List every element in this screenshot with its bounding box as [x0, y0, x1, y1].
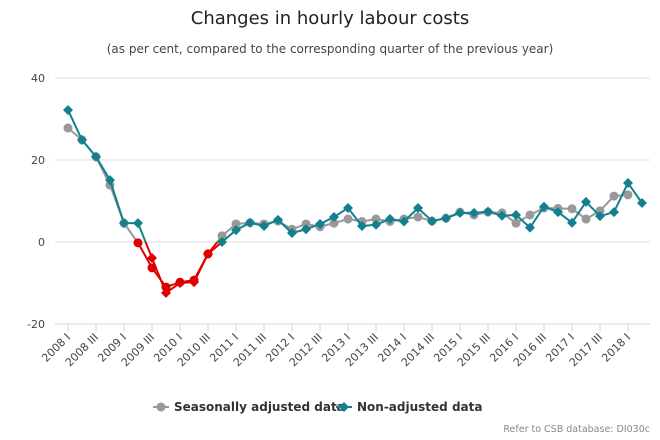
- y-tick-label: 0: [38, 236, 45, 249]
- data-point: [623, 177, 633, 188]
- chart-title: Changes in hourly labour costs: [190, 8, 470, 29]
- data-point: [609, 207, 619, 218]
- y-tick-label: -20: [27, 318, 45, 331]
- data-point: [77, 134, 87, 145]
- data-point: [161, 287, 171, 298]
- data-point: [623, 190, 633, 200]
- data-point: [553, 207, 563, 218]
- series-line-negative: [144, 242, 224, 295]
- data-point: [413, 202, 423, 213]
- data-point: [385, 214, 395, 225]
- data-point: [483, 206, 493, 217]
- data-point: [231, 225, 241, 236]
- data-point: [133, 238, 143, 248]
- data-point: [399, 216, 409, 227]
- data-point: [441, 213, 451, 224]
- data-point: [539, 201, 549, 212]
- data-point: [156, 402, 166, 412]
- data-point: [609, 191, 619, 201]
- data-point: [105, 175, 115, 186]
- data-point: [301, 224, 311, 235]
- legend-label: Seasonally adjusted data: [174, 400, 345, 414]
- legend-label: Non-adjusted data: [357, 400, 482, 414]
- data-point: [315, 218, 325, 229]
- data-point: [595, 211, 605, 222]
- data-point: [91, 151, 101, 162]
- data-point: [371, 214, 381, 224]
- data-point: [511, 218, 521, 228]
- legend-item[interactable]: Non-adjusted data: [336, 400, 482, 414]
- data-point: [567, 217, 577, 228]
- data-point: [273, 214, 283, 225]
- credit-link[interactable]: Refer to CSB database: DI030c: [503, 424, 650, 435]
- data-point: [63, 104, 73, 115]
- x-tick-label: 2018 I: [599, 331, 633, 365]
- data-point: [511, 209, 521, 220]
- data-point: [357, 221, 367, 232]
- data-point: [567, 204, 577, 214]
- data-point: [287, 227, 297, 238]
- data-point: [189, 277, 199, 288]
- data-point: [455, 207, 465, 218]
- data-point: [525, 210, 535, 220]
- data-point: [119, 218, 129, 229]
- data-point: [301, 219, 311, 229]
- data-point: [371, 219, 381, 230]
- data-point: [469, 207, 479, 218]
- data-point: [217, 231, 227, 241]
- data-point: [525, 222, 535, 233]
- data-point: [497, 210, 507, 221]
- series-non-adjusted: [63, 104, 647, 298]
- data-point: [329, 218, 339, 228]
- data-point: [259, 221, 269, 232]
- data-point: [329, 211, 339, 222]
- data-point: [637, 198, 647, 209]
- data-point: [175, 278, 185, 288]
- data-point: [581, 214, 591, 224]
- data-point: [63, 123, 73, 133]
- data-point: [581, 196, 591, 207]
- data-point: [413, 212, 423, 222]
- data-point: [203, 248, 213, 259]
- data-point: [217, 237, 227, 247]
- data-point: [343, 214, 353, 224]
- y-tick-label: 20: [31, 154, 45, 167]
- chart-subtitle: (as per cent, compared to the correspond…: [106, 42, 554, 56]
- data-point: [133, 218, 143, 229]
- data-point: [245, 217, 255, 228]
- legend-item[interactable]: Seasonally adjusted data: [153, 400, 345, 414]
- data-point: [343, 202, 353, 213]
- data-point: [147, 252, 157, 263]
- data-point: [231, 219, 241, 229]
- y-tick-label: 40: [31, 72, 45, 85]
- data-point: [339, 402, 349, 412]
- data-point: [427, 216, 437, 227]
